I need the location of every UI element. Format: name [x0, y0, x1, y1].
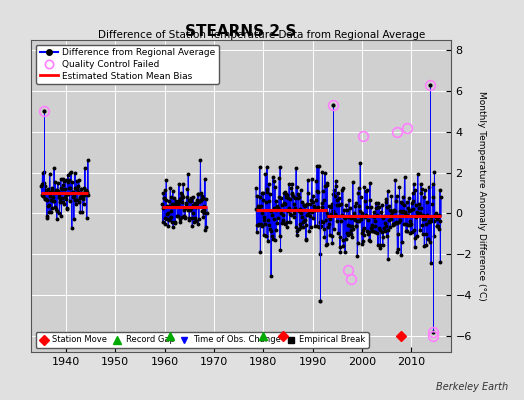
Y-axis label: Monthly Temperature Anomaly Difference (°C): Monthly Temperature Anomaly Difference (… [477, 91, 486, 301]
Title: STEARNS 2 S: STEARNS 2 S [185, 24, 297, 39]
Text: Difference of Station Temperature Data from Regional Average: Difference of Station Temperature Data f… [99, 30, 425, 40]
Text: Berkeley Earth: Berkeley Earth [436, 382, 508, 392]
Legend: Station Move, Record Gap, Time of Obs. Change, Empirical Break: Station Move, Record Gap, Time of Obs. C… [36, 332, 368, 348]
